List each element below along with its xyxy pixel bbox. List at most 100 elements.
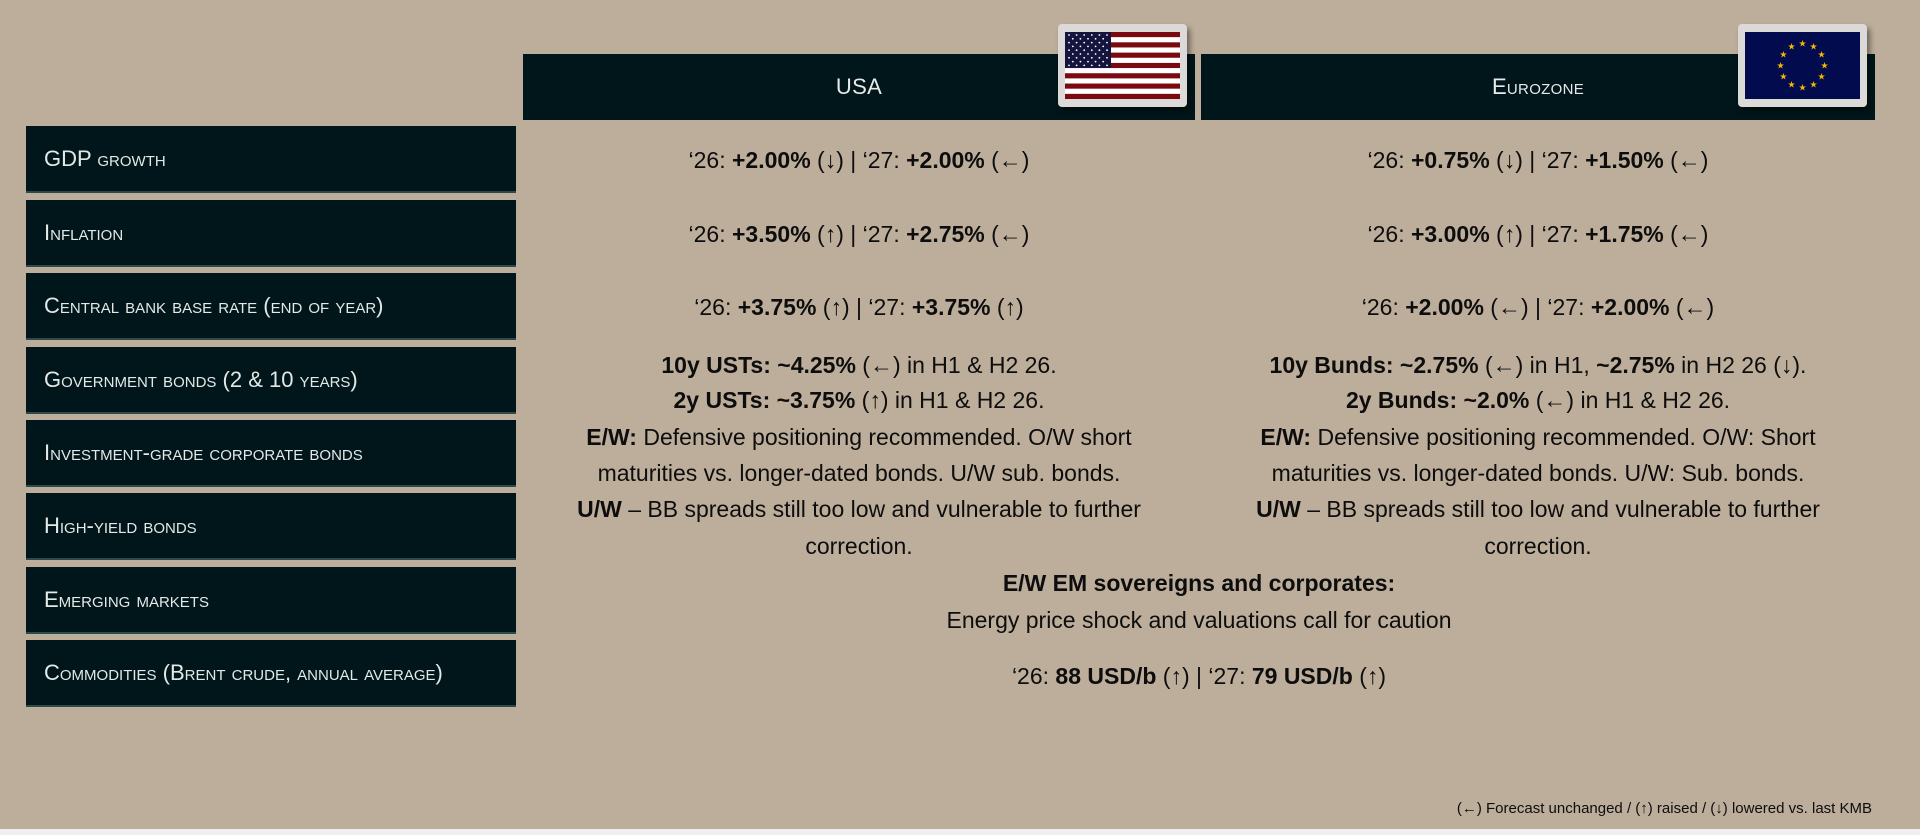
value-emphasis: +2.00% (1590, 294, 1670, 320)
eu-flag-icon: ★ ★ ★ ★ ★ ★ ★ ★ ★ ★ ★ ★ (1738, 24, 1867, 107)
usa-cell-line: U/W – BB spreads still too low and vulne… (523, 491, 1195, 527)
value-text: (←) (1663, 147, 1709, 173)
row-label-text: GDP growth (44, 145, 166, 171)
value-emphasis: U/W (1256, 496, 1301, 522)
value-emphasis: +2.00% (1405, 294, 1484, 320)
value-emphasis: 10y Bunds: ~2.75% (1269, 352, 1479, 378)
value-text: ‘26: (688, 221, 732, 247)
legend-footnote: (←) Forecast unchanged / (↑) raised / (↓… (1456, 800, 1872, 817)
value-text: – BB spreads still too low and vulnerabl… (621, 496, 1141, 522)
value-emphasis: 88 USD/b (1055, 663, 1157, 689)
row-label: GDP growth (26, 126, 516, 193)
value-text: (←) (984, 147, 1030, 173)
eurozone-cell-line: ‘26: +0.75% (↓) | ‘27: +1.50% (←) (1201, 142, 1875, 178)
value-emphasis: 2y USTs: ~3.75% (673, 387, 856, 413)
svg-text:★: ★ (1820, 61, 1828, 71)
value-text: (←) (984, 221, 1030, 247)
value-text: in H2 26 (↓). (1674, 352, 1807, 378)
row-label: Emerging markets (26, 567, 516, 634)
usa-cell-line: ‘26: +3.75% (↑) | ‘27: +3.75% (↑) (523, 289, 1195, 325)
value-emphasis: +3.50% (732, 221, 811, 247)
value-text: (↑) (1352, 663, 1387, 689)
row-label-text: Central bank base rate (end of year) (44, 292, 384, 318)
value-emphasis: +2.75% (906, 221, 985, 247)
shared-cell-line: Energy price shock and valuations call f… (523, 602, 1875, 638)
value-emphasis: +0.75% (1411, 147, 1490, 173)
svg-text:★: ★ (1809, 80, 1817, 90)
value-text: maturities vs. longer-dated bonds. U/W: … (1271, 460, 1805, 486)
value-text: (↑) | ‘27: (1489, 221, 1586, 247)
svg-text:★: ★ (1776, 61, 1784, 71)
usa-cell-line: 2y USTs: ~3.75% (↑) in H1 & H2 26. (523, 382, 1195, 418)
value-text: (↑) | ‘27: (810, 221, 907, 247)
value-text: correction. (805, 533, 913, 559)
eurozone-cell-line: E/W: Defensive positioning recommended. … (1201, 419, 1875, 455)
value-text: Defensive positioning recommended. O/W s… (636, 424, 1132, 450)
svg-text:★: ★ (1779, 72, 1787, 82)
eurozone-cell-line: 10y Bunds: ~2.75% (←) in H1, ~2.75% in H… (1201, 347, 1875, 383)
svg-text:★: ★ (1779, 50, 1787, 60)
value-text: (←) (1669, 294, 1715, 320)
value-text: (←) | ‘27: (1483, 294, 1591, 320)
row-label-text: Inflation (44, 219, 124, 245)
value-emphasis: E/W: (1260, 424, 1312, 450)
us-flag-icon (1058, 24, 1187, 107)
value-emphasis: E/W EM sovereigns and corporates: (1002, 570, 1396, 596)
value-emphasis: ~2.75% (1596, 352, 1675, 378)
value-text: (↓) | ‘27: (1489, 147, 1586, 173)
value-text: ‘26: (1367, 221, 1411, 247)
value-emphasis: +3.00% (1411, 221, 1490, 247)
eurozone-cell-line: maturities vs. longer-dated bonds. U/W: … (1201, 455, 1875, 491)
value-text: – BB spreads still too low and vulnerabl… (1300, 496, 1820, 522)
value-emphasis: 2y Bunds: ~2.0% (1345, 387, 1530, 413)
row-label: Government bonds (2 & 10 years) (26, 347, 516, 414)
usa-cell-line: ‘26: +3.50% (↑) | ‘27: +2.75% (←) (523, 216, 1195, 252)
row-label: High-yield bonds (26, 493, 516, 560)
value-text: (↓) | ‘27: (810, 147, 907, 173)
value-text: (←) in H1 & H2 26. (1529, 387, 1731, 413)
value-emphasis: 79 USD/b (1251, 663, 1353, 689)
svg-text:★: ★ (1787, 80, 1795, 90)
value-emphasis: +3.75% (737, 294, 817, 320)
row-label: Investment-grade corporate bonds (26, 420, 516, 487)
value-text: (←) in H1 & H2 26. (855, 352, 1057, 378)
value-text: (↑) | ‘27: (1156, 663, 1252, 689)
value-text: ‘26: (1361, 294, 1406, 320)
eurozone-cell-line: U/W – BB spreads still too low and vulne… (1201, 491, 1875, 527)
svg-text:★: ★ (1809, 41, 1817, 51)
svg-text:★: ★ (1787, 41, 1795, 51)
row-label-text: Government bonds (2 & 10 years) (44, 366, 358, 392)
value-text: Energy price shock and valuations call f… (946, 607, 1452, 633)
value-emphasis: +1.75% (1585, 221, 1664, 247)
value-text: correction. (1484, 533, 1592, 559)
value-emphasis: +2.00% (906, 147, 985, 173)
value-text: maturities vs. longer-dated bonds. U/W s… (597, 460, 1121, 486)
svg-text:★: ★ (1798, 39, 1806, 49)
eurozone-cell-line: ‘26: +2.00% (←) | ‘27: +2.00% (←) (1201, 289, 1875, 325)
usa-cell-line: E/W: Defensive positioning recommended. … (523, 419, 1195, 455)
row-label-text: Emerging markets (44, 586, 209, 612)
value-text: ‘26: (694, 294, 738, 320)
row-label-text: Investment-grade corporate bonds (44, 439, 363, 465)
value-text: (↑) | ‘27: (816, 294, 912, 320)
usa-cell-line: correction. (523, 528, 1195, 564)
value-text: Defensive positioning recommended. O/W: … (1311, 424, 1816, 450)
value-emphasis: +3.75% (911, 294, 991, 320)
value-emphasis: U/W (577, 496, 622, 522)
row-label-text: High-yield bonds (44, 512, 197, 538)
value-text: (←) (1663, 221, 1709, 247)
value-text: (←) in H1, (1478, 352, 1597, 378)
value-text: (↑) in H1 & H2 26. (855, 387, 1045, 413)
column-header-usa-label: USA (835, 74, 883, 99)
svg-text:★: ★ (1818, 72, 1826, 82)
usa-cell-line: ‘26: +2.00% (↓) | ‘27: +2.00% (←) (523, 142, 1195, 178)
value-text: ‘26: (1011, 663, 1056, 689)
row-label: Commodities (Brent crude, annual average… (26, 640, 516, 707)
eurozone-cell-line: correction. (1201, 528, 1875, 564)
value-text: (↑) (990, 294, 1024, 320)
column-header-eurozone-label: Eurozone (1491, 74, 1585, 99)
shared-cell-line: ‘26: 88 USD/b (↑) | ‘27: 79 USD/b (↑) (523, 658, 1875, 694)
usa-cell-line: maturities vs. longer-dated bonds. U/W s… (523, 455, 1195, 491)
value-text: ‘26: (1367, 147, 1411, 173)
value-text: ‘26: (688, 147, 732, 173)
